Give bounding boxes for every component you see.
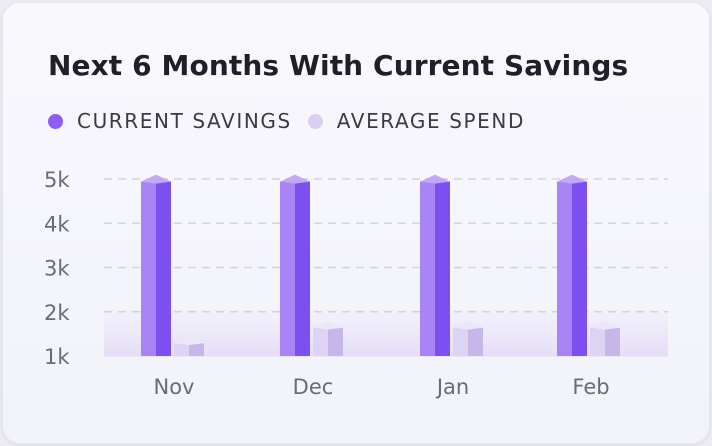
legend: CURRENT SAVINGS AVERAGE SPEND xyxy=(48,109,541,133)
legend-label-average-spend: AVERAGE SPEND xyxy=(336,109,525,133)
y-tick-label: 3k xyxy=(44,257,70,281)
legend-dot-average-spend xyxy=(307,113,323,129)
bar-current-savings[interactable] xyxy=(280,174,310,356)
chart-title: Next 6 Months With Current Savings xyxy=(48,49,629,82)
y-tick-label: 2k xyxy=(44,301,70,325)
y-tick-label: 5k xyxy=(44,168,70,192)
legend-item-current-savings[interactable]: CURRENT SAVINGS xyxy=(48,109,292,133)
x-tick-label: Nov xyxy=(154,375,195,399)
y-tick-label: 4k xyxy=(44,212,70,236)
x-tick-label: Feb xyxy=(572,375,609,399)
legend-item-average-spend[interactable]: AVERAGE SPEND xyxy=(307,109,525,133)
legend-dot-current-savings xyxy=(48,113,63,129)
bar-average-spend[interactable] xyxy=(453,320,483,356)
bar-average-spend[interactable] xyxy=(313,320,343,356)
bar-current-savings[interactable] xyxy=(557,174,587,356)
bar-average-spend[interactable] xyxy=(590,320,620,356)
y-tick-label: 1k xyxy=(44,345,70,369)
bar-average-spend[interactable] xyxy=(174,336,204,356)
legend-label-current-savings: CURRENT SAVINGS xyxy=(77,109,292,133)
x-tick-label: Jan xyxy=(435,375,469,399)
x-tick-label: Dec xyxy=(293,375,334,399)
bar-current-savings[interactable] xyxy=(420,174,450,356)
bar-current-savings[interactable] xyxy=(141,174,171,356)
